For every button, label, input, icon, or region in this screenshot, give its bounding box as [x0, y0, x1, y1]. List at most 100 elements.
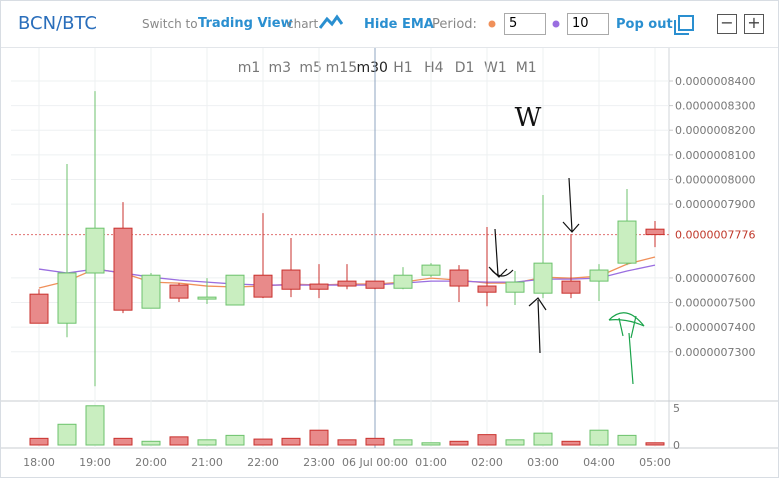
tv-icon [319, 14, 343, 29]
volume-bar [561, 440, 581, 446]
volume-bar [505, 439, 525, 446]
pop-icon[interactable] [674, 15, 694, 35]
candle-body [29, 293, 49, 324]
slow-dot [552, 20, 560, 28]
candle-body [421, 264, 441, 276]
x-tick-label: 05:00 [639, 456, 671, 469]
timeframe[interactable]: M1 [516, 60, 537, 76]
timeframe[interactable]: m15 [326, 60, 357, 76]
timeframe[interactable]: m1 [238, 60, 261, 76]
candle-body [253, 274, 273, 298]
volume-bar [169, 436, 189, 446]
chart: m1 m3 m5 m15 m30 H1 H4 D1 W1 M1 0.0000007300 0.0000… [1, 48, 778, 469]
volume-bar [197, 439, 217, 446]
y-tick-label: 0.0000007400 [675, 321, 755, 334]
hand-arrow [562, 177, 580, 233]
x-tick-label: 02:00 [471, 456, 503, 469]
y-tick-label: 0.0000008400 [675, 75, 755, 88]
candle-body [645, 228, 665, 236]
zoom-out[interactable]: − [717, 14, 737, 34]
volume-bar [57, 423, 77, 446]
volume-bar [141, 440, 161, 446]
y-tick-label: 0.0000007600 [675, 272, 755, 285]
y-tick-label: 0.0000008000 [675, 173, 755, 186]
hand-arrow [528, 297, 547, 354]
volume-bar [589, 429, 609, 446]
x-tick-label: 21:00 [191, 456, 223, 469]
y-tick-label: 0.0000008100 [675, 149, 755, 162]
volume-bar [225, 434, 245, 446]
volume-bar [365, 437, 385, 446]
candle-body [169, 284, 189, 299]
candle-body [309, 283, 329, 290]
switch-suffix: chart [287, 17, 319, 31]
y-tick-label: 0.0000007900 [675, 198, 755, 211]
volume-bar [477, 434, 497, 446]
period-slow[interactable]: 10 [567, 13, 609, 35]
timeframe[interactable]: D1 [455, 60, 475, 76]
volume-bar [281, 437, 301, 446]
y-tick-label: 0.0000008200 [675, 124, 755, 137]
hide-ema[interactable]: Hide EMA [364, 17, 434, 32]
pop-out[interactable]: Pop out [616, 17, 673, 32]
toolbar: BCN/BTC Switch to Trading View chart Hid… [1, 1, 778, 48]
candle-body [505, 281, 525, 293]
volume-bar [253, 438, 273, 446]
y-tick-label: 0.0000007500 [675, 297, 755, 310]
volume-bar [617, 434, 637, 446]
timeframe[interactable]: H1 [393, 60, 412, 76]
candle-body [365, 280, 385, 289]
candle-body [337, 280, 357, 287]
x-tick-label: 22:00 [247, 456, 279, 469]
candle-body [561, 280, 581, 294]
zoom-in[interactable]: + [744, 14, 764, 34]
timeframe[interactable]: m30 [356, 60, 387, 76]
x-tick-label: 20:00 [135, 456, 167, 469]
period-fast[interactable]: 5 [504, 13, 546, 35]
x-tick-label: 04:00 [583, 456, 615, 469]
candle-body [141, 274, 161, 309]
switch-prefix: Switch to [142, 17, 198, 31]
timeframe[interactable]: m3 [269, 60, 292, 76]
candle-body [449, 269, 469, 287]
volume-bar [421, 442, 441, 446]
timeframe[interactable]: W1 [484, 60, 507, 76]
x-tick-label: 01:00 [415, 456, 447, 469]
x-tick-label: 19:00 [79, 456, 111, 469]
x-tick-label: 03:00 [527, 456, 559, 469]
last-price-label: 0.0000007776 [675, 229, 755, 242]
candle-body [589, 269, 609, 282]
y-tick-label: 0.0000008300 [675, 100, 755, 113]
volume-bar [533, 432, 553, 446]
x-tick-label: 23:00 [303, 456, 335, 469]
timeframe[interactable]: m5 [299, 60, 322, 76]
pair: BCN/BTC [18, 13, 97, 34]
volume-bar [309, 429, 329, 446]
timeframe[interactable]: H4 [424, 60, 444, 76]
volume-tick-label: 0 [673, 439, 680, 452]
x-tick-label: 06 Jul 00:00 [342, 456, 408, 469]
volume-bar [29, 437, 49, 446]
candle-body [57, 272, 77, 324]
y-tick-label: 0.0000007300 [675, 346, 755, 359]
candle-body [197, 296, 217, 300]
volume-bar [337, 439, 357, 446]
volume-tick-label: 5 [673, 402, 680, 415]
candle-body [477, 285, 497, 293]
candle-body [225, 274, 245, 306]
x-tick-label: 18:00 [23, 456, 55, 469]
volume-bar [645, 442, 665, 446]
hand-drawing [608, 312, 645, 385]
volume-bar [85, 405, 105, 446]
candle-body [617, 220, 637, 264]
fast-dot [488, 20, 496, 28]
switch-brand[interactable]: Trading View [198, 16, 293, 31]
candle-body [113, 227, 133, 311]
candle-body [85, 227, 105, 274]
annotation: W [515, 103, 542, 133]
period-label: Period: [432, 17, 477, 32]
volume-bar [449, 440, 469, 446]
volume-bar [393, 439, 413, 446]
hand-mark [489, 267, 514, 277]
volume-bar [113, 437, 133, 446]
